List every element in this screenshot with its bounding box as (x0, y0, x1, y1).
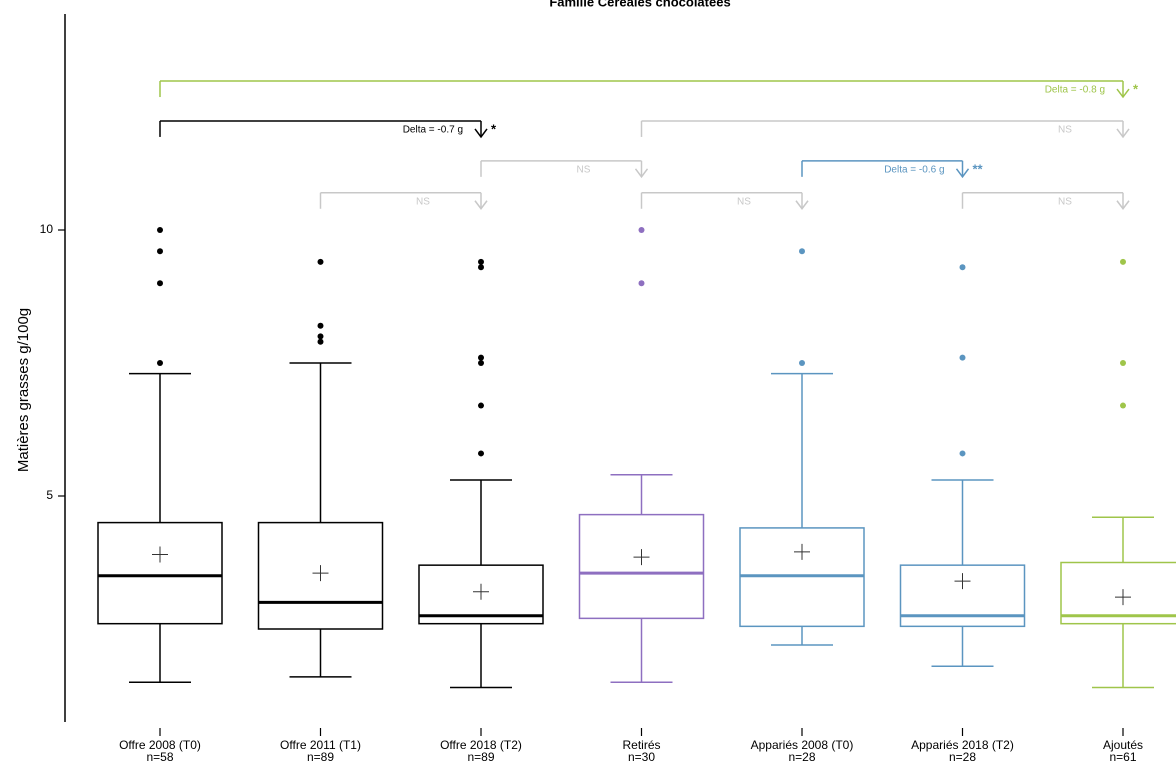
box-iqr (899, 564, 1026, 628)
outlier-point (317, 333, 324, 340)
box-2 (418, 258, 544, 689)
bracket-arrowhead (795, 200, 809, 211)
bracket-arrowhead (474, 128, 488, 139)
comparison-2: NS (640, 120, 1130, 139)
comparison-5: NS (319, 192, 488, 211)
y-ticks: 5 10 (40, 222, 65, 502)
outlier-point (478, 354, 484, 361)
mean-marker (1115, 589, 1131, 606)
mean-marker (152, 546, 168, 563)
bracket-arrowhead (634, 168, 649, 179)
outlier-point (799, 360, 805, 366)
outlier-point (478, 258, 484, 265)
box-5 (899, 264, 1026, 667)
mean-marker (794, 543, 810, 560)
comparison-1: Delta = -0.7 g * (159, 120, 497, 139)
mean-marker (633, 549, 650, 566)
outlier-point (638, 280, 645, 287)
comparison-label: Delta = -0.6 g (884, 164, 944, 175)
x-category-label: Retirés (622, 738, 660, 752)
bracket-arrowhead (955, 168, 970, 179)
x-category-n: n=28 (949, 750, 976, 764)
box-iqr (257, 521, 384, 630)
y-tick-label: 10 (40, 222, 54, 236)
y-tick-label: 5 (46, 488, 53, 502)
bracket-arrowhead (1116, 128, 1130, 139)
comparison-4: Delta = -0.6 g ** (801, 160, 984, 179)
box-0 (97, 227, 223, 683)
comparison-brackets: Delta = -0.8 g * Delta = -0.7 g * NS NS Delta … (159, 80, 1139, 211)
bracket-arrowhead (1116, 200, 1130, 211)
box-1 (257, 258, 384, 678)
box-4 (739, 248, 865, 646)
outlier-point (959, 264, 966, 271)
comparison-label: Delta = -0.8 g (1045, 85, 1105, 96)
significance-marker: ** (973, 161, 984, 176)
outlier-point (1120, 402, 1126, 409)
bracket-arrowhead (474, 200, 488, 211)
comparison-6: NS (640, 192, 809, 211)
boxes (97, 227, 1176, 689)
outlier-point (157, 248, 163, 255)
x-category-n: n=58 (146, 750, 173, 764)
outlier-point (1120, 360, 1126, 366)
significance-marker: * (1133, 81, 1139, 96)
outlier-point (317, 338, 324, 345)
outlier-point (959, 450, 966, 457)
x-category-n: n=89 (307, 750, 334, 764)
x-category-label: Appariés 2008 (T0) (751, 738, 854, 752)
mean-marker (312, 565, 329, 582)
comparison-label: NS (416, 196, 430, 207)
box-3 (578, 227, 705, 683)
box-iqr (97, 521, 223, 625)
x-category-n: n=28 (788, 750, 815, 764)
x-category-n: n=61 (1109, 750, 1136, 764)
significance-marker: * (491, 121, 497, 136)
bracket-arrowhead (1116, 88, 1130, 99)
comparison-label: NS (1058, 196, 1072, 207)
outlier-point (157, 227, 163, 233)
comparison-3: NS (480, 160, 649, 179)
comparison-7: NS (961, 192, 1130, 211)
box-iqr (418, 564, 544, 625)
box-6 (1060, 258, 1176, 689)
comparison-label: NS (577, 164, 591, 175)
comparison-label: NS (1058, 125, 1072, 136)
box-iqr (578, 513, 705, 620)
x-category-label: Offre 2018 (T2) (440, 738, 522, 752)
outlier-point (478, 360, 484, 366)
outlier-point (1120, 258, 1126, 265)
outlier-point (638, 227, 645, 233)
outlier-point (157, 280, 163, 287)
comparison-label: Delta = -0.7 g (403, 125, 463, 136)
outlier-point (478, 402, 484, 409)
outlier-point (799, 248, 805, 255)
mean-marker (473, 583, 489, 600)
x-category-label: Offre 2008 (T0) (119, 738, 201, 752)
x-category-n: n=89 (467, 750, 494, 764)
outlier-point (317, 322, 324, 329)
outlier-point (478, 264, 484, 271)
outlier-point (478, 450, 484, 457)
x-category-label: Offre 2011 (T1) (280, 738, 361, 752)
outlier-point (959, 354, 966, 361)
y-axis-label: Matières grasses g/100g (15, 308, 32, 472)
outlier-point (157, 360, 163, 366)
x-category-label: Ajoutés (1103, 738, 1143, 752)
x-category-label: Appariés 2018 (T2) (911, 738, 1014, 752)
chart-title: Famille Céréales chocolatées (549, 0, 730, 9)
comparison-label: NS (737, 196, 751, 207)
outlier-point (317, 258, 324, 265)
x-category-n: n=30 (628, 750, 655, 764)
comparison-0: Delta = -0.8 g * (159, 80, 1139, 99)
mean-marker (954, 573, 971, 590)
box-iqr (1060, 561, 1176, 625)
